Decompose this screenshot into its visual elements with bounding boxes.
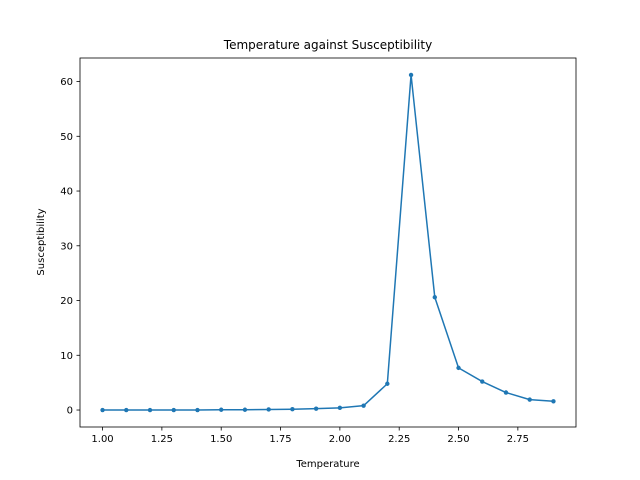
y-tick-label: 10 bbox=[60, 351, 73, 362]
data-point bbox=[503, 390, 509, 395]
data-point bbox=[385, 381, 390, 386]
data-point bbox=[290, 407, 295, 412]
data-point bbox=[100, 407, 105, 413]
x-tick-label: 1.00 bbox=[91, 434, 113, 445]
data-point bbox=[337, 405, 343, 411]
data-point bbox=[219, 407, 224, 412]
chart-title: Temperature against Susceptibility bbox=[223, 38, 432, 52]
data-point bbox=[480, 379, 485, 384]
data-point bbox=[527, 397, 532, 402]
data-point bbox=[408, 72, 414, 78]
data-point bbox=[195, 407, 200, 413]
x-tick-label: 1.25 bbox=[151, 434, 173, 445]
y-tick-label: 40 bbox=[60, 187, 73, 198]
x-tick-label: 2.25 bbox=[388, 434, 410, 445]
y-tick-label: 50 bbox=[60, 132, 73, 143]
data-point bbox=[124, 407, 129, 413]
y-tick-label: 0 bbox=[67, 406, 73, 417]
x-tick-label: 1.50 bbox=[210, 434, 232, 445]
data-point bbox=[171, 407, 176, 413]
x-axis-label: Temperature bbox=[295, 459, 359, 470]
data-point bbox=[242, 407, 248, 412]
x-tick-label: 1.75 bbox=[269, 434, 291, 445]
x-tick-label: 2.75 bbox=[507, 434, 529, 445]
data-point bbox=[147, 407, 153, 413]
data-point bbox=[551, 399, 556, 404]
data-point bbox=[266, 407, 271, 412]
x-tick-label: 2.50 bbox=[447, 434, 469, 445]
data-point bbox=[361, 403, 366, 408]
y-tick-label: 20 bbox=[60, 296, 73, 307]
x-tick-label: 2.00 bbox=[329, 434, 351, 445]
data-point bbox=[313, 406, 319, 411]
data-point bbox=[456, 365, 461, 371]
plot-frame bbox=[79, 57, 577, 428]
y-tick-label: 60 bbox=[60, 77, 73, 88]
data-point bbox=[432, 295, 437, 300]
series-line bbox=[102, 74, 554, 411]
y-axis-label: Susceptibility bbox=[36, 208, 47, 275]
series-layer bbox=[100, 72, 556, 413]
ticks-layer: 1.00 1.25 1.50 1.75 2.00 2.25 2.50 2.75 0 10 20 30 4… bbox=[60, 77, 529, 445]
y-tick-label: 30 bbox=[60, 241, 73, 252]
